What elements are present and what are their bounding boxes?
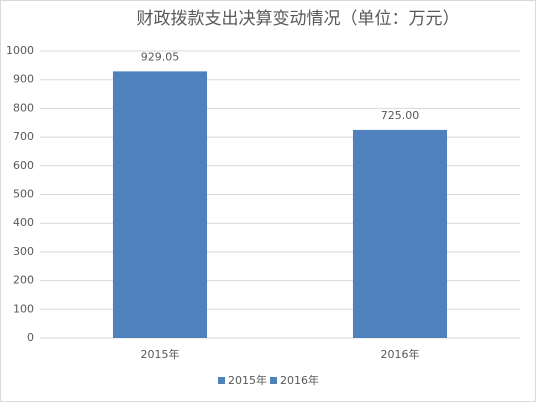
legend-swatch [218, 377, 225, 384]
legend-label: 2016年 [280, 373, 319, 387]
y-tick-label: 0 [27, 331, 34, 344]
bar [112, 71, 208, 339]
y-tick-label: 1000 [6, 44, 34, 57]
data-label: 929.05 [141, 50, 180, 63]
y-tick-label: 500 [13, 188, 34, 201]
legend-label: 2015年 [228, 373, 267, 387]
data-label: 725.00 [381, 109, 420, 122]
y-tick-label: 300 [13, 245, 34, 258]
y-tick-label: 900 [13, 73, 34, 86]
y-tick-label: 800 [13, 101, 34, 114]
y-tick-label: 100 [13, 302, 34, 315]
y-tick-label: 200 [13, 274, 34, 287]
y-tick-label: 400 [13, 216, 34, 229]
y-tick-label: 600 [13, 159, 34, 172]
chart-title: 财政拨款支出决算变动情况（单位：万元） [137, 9, 460, 29]
y-tick-label: 700 [13, 130, 34, 143]
bar [352, 129, 448, 338]
x-tick-label: 2015年 [141, 347, 180, 361]
legend-swatch [270, 377, 277, 384]
x-tick-label: 2016年 [381, 347, 420, 361]
